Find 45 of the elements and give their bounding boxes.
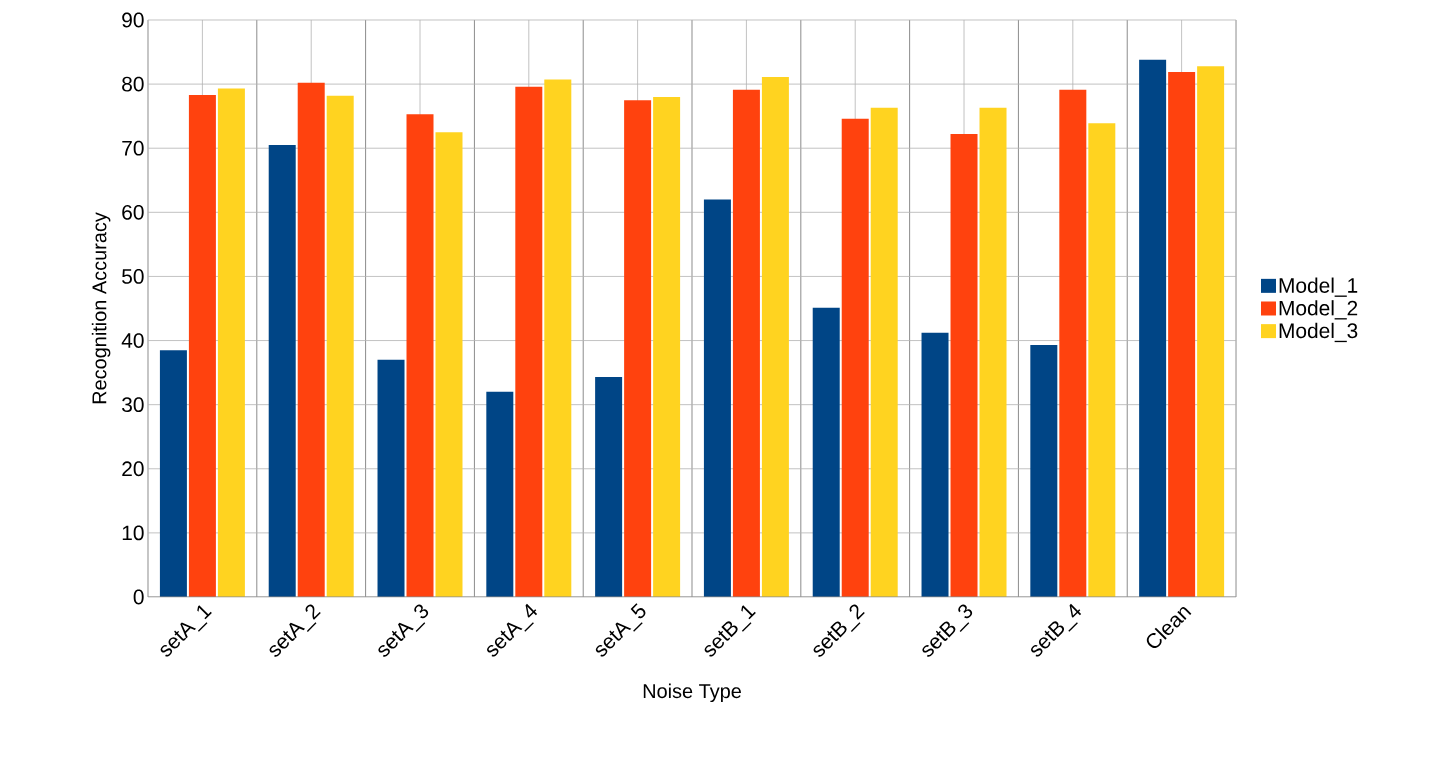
bar — [624, 100, 652, 597]
y-axis-title: Recognition Accuracy — [91, 212, 111, 404]
bar — [406, 114, 434, 597]
bar — [217, 88, 245, 597]
y-tick-label: 90 — [122, 12, 144, 28]
legend-label: Model_2 — [1279, 300, 1358, 320]
bar — [979, 107, 1007, 597]
y-tick-label: 30 — [122, 397, 144, 413]
bar — [1030, 345, 1058, 597]
bar — [268, 145, 296, 597]
x-axis-title: Noise Type — [643, 683, 741, 703]
y-tick-label: 80 — [122, 76, 144, 92]
bar — [812, 307, 840, 597]
bar — [950, 134, 978, 597]
bar — [1088, 123, 1116, 597]
bar — [544, 79, 572, 597]
bar — [703, 199, 731, 597]
bar — [486, 391, 514, 597]
bar — [159, 350, 187, 597]
bar — [1197, 66, 1225, 597]
bar — [653, 96, 681, 597]
y-tick-label: 40 — [121, 333, 144, 348]
bar — [515, 86, 543, 597]
y-tick-label: 20 — [122, 461, 144, 477]
y-tick-label: 0 — [133, 589, 144, 605]
legend-label: Model_3 — [1279, 322, 1358, 343]
bar — [326, 95, 354, 597]
bar — [1139, 59, 1167, 597]
y-tick-label: 50 — [122, 269, 144, 284]
bar — [921, 332, 949, 597]
bar — [732, 89, 760, 597]
y-tick-label: 70 — [122, 140, 144, 156]
y-tick-label: 60 — [122, 204, 144, 220]
bar — [1168, 71, 1196, 597]
bar — [595, 377, 623, 597]
bar — [761, 77, 789, 597]
legend-label: Model_1 — [1279, 277, 1358, 297]
y-tick-label: 10 — [122, 525, 144, 541]
bar — [188, 95, 216, 597]
bar — [377, 359, 405, 597]
bar — [1059, 89, 1087, 597]
bar — [870, 107, 898, 597]
bar — [435, 132, 463, 597]
bar — [841, 118, 869, 597]
bar — [297, 82, 325, 597]
